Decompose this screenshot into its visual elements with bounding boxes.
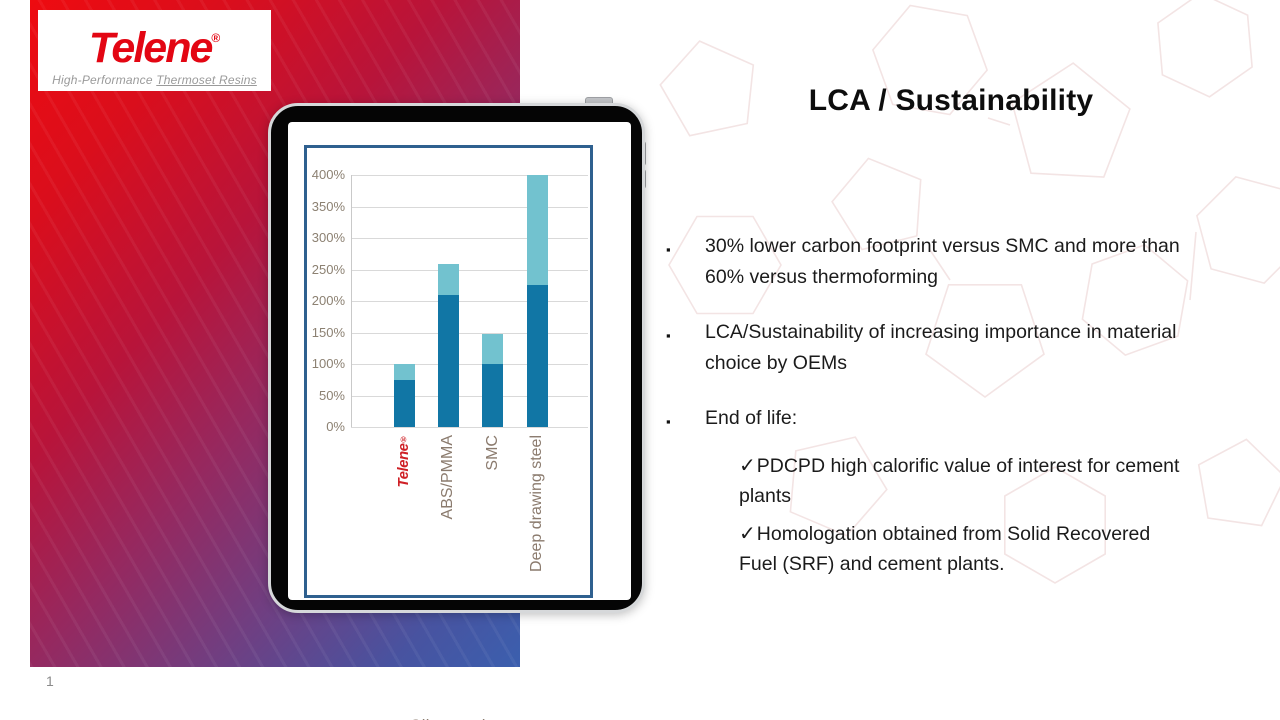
category-label: Telene® xyxy=(395,435,412,488)
chart-gridline xyxy=(351,175,588,176)
y-axis-tick-label: 300% xyxy=(311,230,345,245)
tablet-screen: 0% 50% 100% 150% 200% 250% 300% 350% 400% Telene®… xyxy=(288,122,631,720)
check-text: PDCPD high calorific value of interest f… xyxy=(739,455,1180,507)
chart-x-axis-title: Climate change xyxy=(351,717,588,720)
bullet-square-icon: ▪ xyxy=(666,328,671,343)
chart-gridline xyxy=(351,301,588,302)
category-label: ABS/PMMA xyxy=(439,435,457,520)
bullet-square-icon: ▪ xyxy=(666,242,671,257)
bullet-text: LCA/Sustainability of increasing importa… xyxy=(705,321,1177,374)
y-axis-tick-label: 100% xyxy=(311,356,345,371)
check-text: Homologation obtained from Solid Recover… xyxy=(739,523,1151,575)
tablet-frame: 0% 50% 100% 150% 200% 250% 300% 350% 400% Telene®… xyxy=(268,103,645,720)
bullet-item: ▪ LCA/Sustainability of increasing impor… xyxy=(666,317,1238,379)
bar-segment xyxy=(393,364,415,380)
page-number: 1 xyxy=(46,673,54,689)
chart-gridline xyxy=(351,238,588,239)
chart-gridline xyxy=(351,269,588,271)
bar-segment xyxy=(437,294,459,427)
logo-tagline: High-Performance Thermoset Resins xyxy=(38,73,271,87)
check-list-item: ✓PDCPD high calorific value of interest … xyxy=(739,451,1244,511)
content-column: LCA / Sustainability ▪ 30% lower carbon … xyxy=(648,0,1254,720)
page-title: LCA / Sustainability xyxy=(808,84,1094,117)
y-axis-tick-label: 150% xyxy=(311,324,345,340)
bar-segment xyxy=(526,285,548,427)
chart-gridline xyxy=(351,332,588,334)
chart-gridline xyxy=(351,395,588,397)
bullet-square-icon: ▪ xyxy=(666,414,671,429)
brand-name: Telene xyxy=(88,24,214,72)
check-list-item: ✓Homologation obtained from Solid Recove… xyxy=(739,519,1244,579)
registered-mark: ® xyxy=(399,435,408,444)
y-axis-tick-label: 350% xyxy=(311,198,345,214)
category-label: SMC xyxy=(483,435,501,471)
bullet-item: ▪ End of life: xyxy=(666,403,1238,434)
chart-gridline xyxy=(351,206,588,208)
tagline-prefix: High-Performance xyxy=(52,73,157,87)
bar-segment xyxy=(526,175,548,286)
chart-gridline xyxy=(351,427,588,428)
brand-logo: Telene® xyxy=(38,14,271,72)
tablet-device: 0% 50% 100% 150% 200% 250% 300% 350% 400% Telene®… xyxy=(268,97,646,720)
registered-mark: ® xyxy=(211,31,221,45)
bar-segment xyxy=(393,379,415,427)
chart-border-box: 0% 50% 100% 150% 200% 250% 300% 350% 400% Telene®… xyxy=(304,145,593,720)
category-label: Deep drawing steel xyxy=(528,435,546,572)
y-axis-tick-label: 250% xyxy=(311,261,345,277)
check-icon: ✓ xyxy=(739,455,756,477)
bullet-text: End of life: xyxy=(705,407,798,429)
check-icon: ✓ xyxy=(739,523,756,545)
y-axis-tick-label: 50% xyxy=(318,387,345,403)
tagline-underlined: Thermoset Resins xyxy=(156,73,257,87)
y-axis-tick-label: 200% xyxy=(311,293,345,308)
y-axis-tick-label: 0% xyxy=(326,419,345,434)
chart-gridline xyxy=(351,364,588,365)
logo-box: Telene® High-Performance Thermoset Resin… xyxy=(38,10,271,91)
bullet-item: ▪ 30% lower carbon footprint versus SMC … xyxy=(666,231,1238,293)
y-axis-line xyxy=(351,175,352,427)
bullet-text: 30% lower carbon footprint versus SMC an… xyxy=(705,235,1180,288)
bar-segment xyxy=(482,334,504,364)
bar-segment xyxy=(482,364,504,427)
bar-segment xyxy=(437,264,459,295)
y-axis-tick-label: 400% xyxy=(311,167,345,182)
